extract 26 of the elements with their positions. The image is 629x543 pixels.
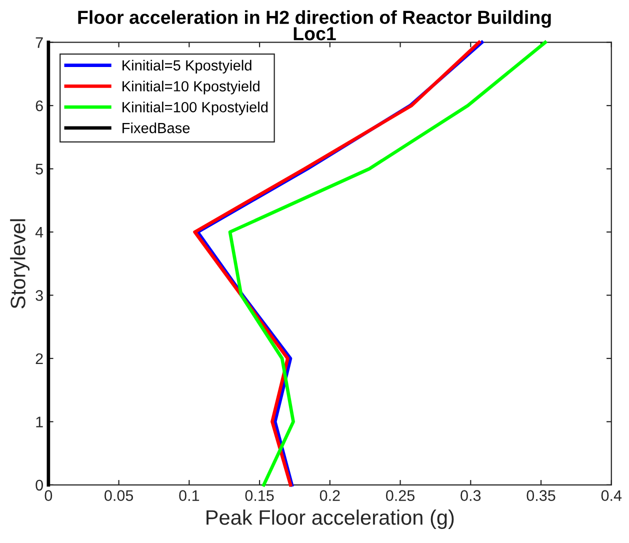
x-tick-label: 0 (44, 490, 52, 501)
x-tick-label: 0.2 (320, 490, 340, 501)
x-tick-label: 0.05 (104, 490, 134, 501)
x-axis-title: Peak Floor acceleration (g) (206, 510, 454, 529)
y-tick-label: 0 (36, 480, 43, 491)
chart-title: Floor acceleration in H2 direction of Reactor Building (78, 10, 551, 28)
x-tick-label: 0.3 (460, 490, 481, 501)
x-tick-label: 0.25 (386, 490, 415, 501)
y-tick-label: 2 (36, 353, 43, 364)
y-axis-title: Storylevel (10, 219, 30, 308)
x-tick-label: 0.15 (245, 490, 274, 501)
y-tick-label: 1 (36, 416, 43, 428)
x-tick-label: 0.1 (179, 490, 200, 501)
y-tick-label: 4 (35, 227, 44, 238)
y-tick-label: 6 (36, 100, 43, 112)
line-series (46, 40, 50, 487)
x-tick-label: 0.4 (601, 490, 622, 501)
chart-subtitle: Loc1 (294, 27, 336, 40)
legend-label: Kinitial=10 Kpostyield (122, 80, 260, 94)
legend-label: Kinitial=100 Kpostyield (122, 102, 268, 116)
y-tick-label: 3 (36, 290, 43, 301)
y-tick-label: 5 (36, 164, 43, 174)
y-tick-label: 7 (36, 37, 43, 48)
x-tick-label: 0.35 (526, 490, 556, 501)
legend-label: FixedBase (122, 122, 190, 134)
legend-label: Kinitial=5 Kpostyield (122, 60, 252, 74)
